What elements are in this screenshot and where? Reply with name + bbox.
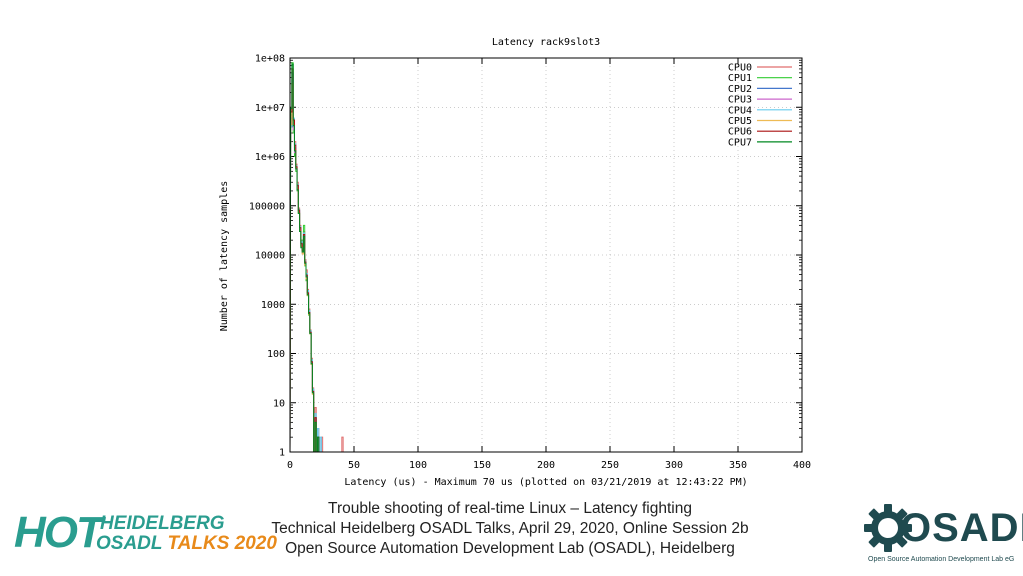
footer-line-2: Technical Heidelberg OSADL Talks, April … (271, 520, 749, 537)
osadl-logo: OSADL Open Source Automation Development… (858, 500, 1023, 572)
plot-frame (289, 57, 803, 453)
y-tick-label: 1e+08 (255, 54, 285, 65)
series-line-cpu6 (289, 68, 323, 453)
x-tick-label: 250 (601, 460, 619, 471)
legend-label-cpu1: CPU1 (728, 73, 752, 84)
hot-osadl-word: OSADL (96, 533, 168, 554)
legend-label-cpu7: CPU7 (728, 137, 752, 148)
legend-label-cpu3: CPU3 (728, 95, 752, 106)
y-tick-label: 1e+06 (255, 152, 285, 163)
y-tick-label: 10 (273, 398, 285, 409)
x-tick-label: 400 (793, 460, 811, 471)
grid-lines (289, 57, 803, 453)
gear-icon (864, 504, 912, 552)
x-tick-label: 350 (729, 460, 747, 471)
hot-heidelberg: HEIDELBERG (100, 513, 225, 534)
osadl-tagline: Open Source Automation Development Lab e… (868, 556, 1015, 563)
chart-title: Latency rack9slot3 (492, 37, 600, 48)
x-tick-label: 100 (409, 460, 427, 471)
x-tick-label: 200 (537, 460, 555, 471)
y-tick-label: 1 (279, 448, 285, 459)
legend-label-cpu0: CPU0 (728, 63, 752, 74)
legend-label-cpu5: CPU5 (728, 116, 752, 127)
y-tick-label: 10000 (255, 251, 285, 262)
x-axis-label: Latency (us) - Maximum 70 us (plotted on… (344, 477, 747, 488)
x-tick-label: 150 (473, 460, 491, 471)
series-line-cpu3 (289, 77, 324, 453)
footer-line-1: Trouble shooting of real-time Linux – La… (328, 500, 692, 517)
series-line-cpu2 (289, 72, 327, 453)
series-line-cpu7 (289, 63, 322, 453)
legend-label-cpu2: CPU2 (728, 84, 752, 95)
hot-year: 2020 (234, 533, 277, 554)
series-lines (289, 62, 381, 453)
hot-wordmark: HOT (14, 508, 103, 557)
axis-ticks: 1 10 100 1000 10000 100000 1e+06 1e+07 1e+08 0 50 1… (249, 54, 811, 472)
legend-label-cpu6: CPU6 (728, 127, 752, 138)
x-tick-label: 50 (348, 460, 360, 471)
x-tick-label: 0 (287, 460, 293, 471)
footer-text: Trouble shooting of real-time Linux – La… (240, 499, 780, 559)
y-tick-label: 100000 (249, 201, 285, 212)
y-tick-label: 100 (267, 349, 285, 360)
y-tick-label: 1e+07 (255, 103, 285, 114)
hot-logo: HOT HEIDELBERG OSADL TALKS 2020 (14, 508, 277, 558)
hot-talks-word: TALKS (167, 533, 235, 554)
osadl-wordmark: OSADL (900, 506, 1023, 550)
y-axis-label: Number of latency samples (219, 181, 230, 332)
series-line-cpu4 (289, 79, 326, 453)
x-tick-label: 300 (665, 460, 683, 471)
footer-line-3: Open Source Automation Development Lab (… (285, 540, 735, 557)
hot-osadl-talks: OSADL TALKS 2020 (96, 534, 277, 554)
legend-label-cpu4: CPU4 (728, 105, 752, 116)
latency-chart: Latency rack9slot3 Number of latency sam… (219, 37, 811, 488)
series-line-cpu1 (289, 62, 381, 453)
series-line-cpu0 (289, 83, 378, 453)
y-tick-label: 1000 (261, 300, 285, 311)
